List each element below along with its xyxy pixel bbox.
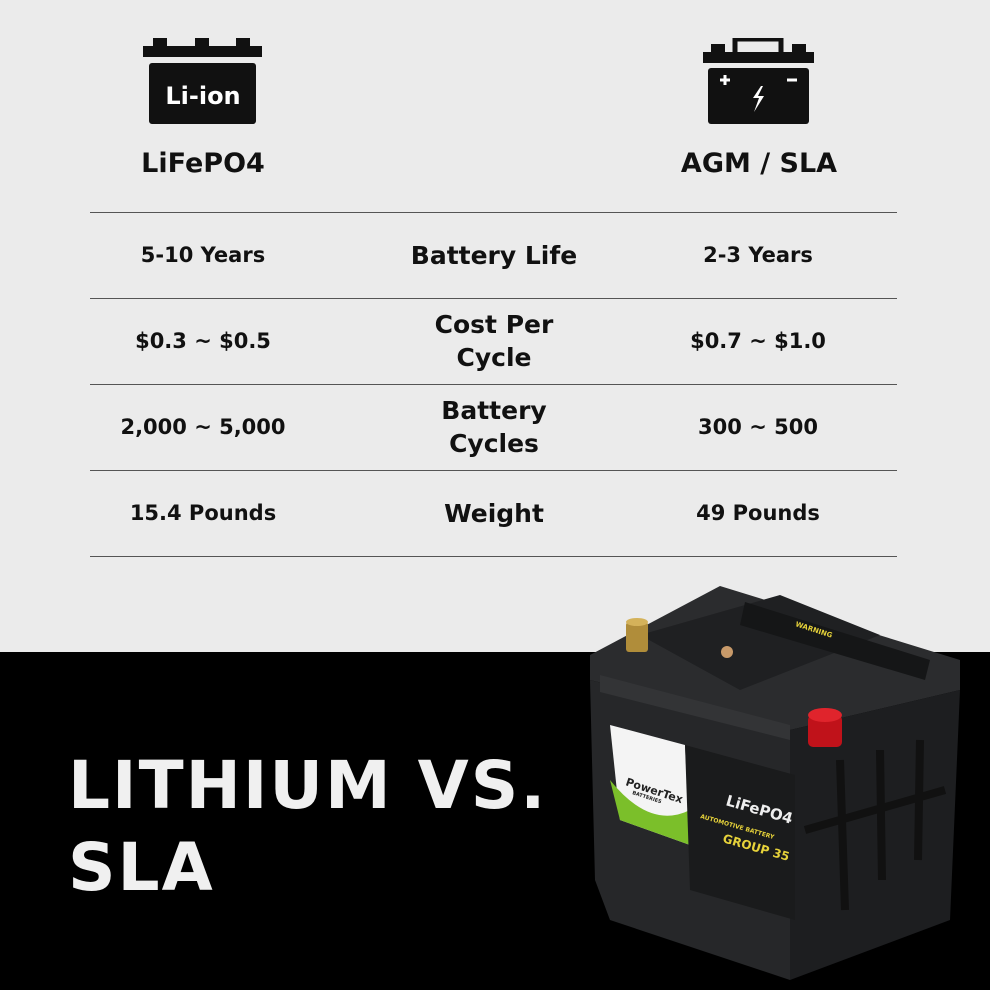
sla-value: $0.7 ~ $1.0 xyxy=(690,329,826,353)
battery-product-image: PowerTex BATTERIES LiFePO4 AUTOMOTIVE BA… xyxy=(590,586,960,980)
divider xyxy=(90,384,897,385)
row-label: Battery Life xyxy=(410,240,578,270)
divider xyxy=(90,556,897,557)
lifepo4-value: 5-10 Years xyxy=(140,243,266,267)
page-title: LITHIUM VS. SLA xyxy=(68,745,547,909)
row-label: Battery Cycles xyxy=(441,396,547,458)
divider xyxy=(90,212,897,213)
agm-sla-header: AGM / SLA xyxy=(680,148,838,179)
lifepo4-value: 15.4 Pounds xyxy=(129,501,277,525)
lifepo4-value: $0.3 ~ $0.5 xyxy=(135,329,271,353)
row-label: Cost Per Cycle xyxy=(434,310,554,372)
row-label: Weight xyxy=(444,498,544,528)
divider xyxy=(90,298,897,299)
lead-acid-battery-icon xyxy=(703,38,814,124)
title-line-1: LITHIUM VS. xyxy=(68,747,548,824)
lifepo4-header: LiFePO4 xyxy=(141,148,265,179)
lifepo4-value: 2,000 ~ 5,000 xyxy=(120,415,286,439)
sla-value: 2-3 Years xyxy=(703,243,813,267)
title-line-2: SLA xyxy=(68,829,215,906)
sla-value: 300 ~ 500 xyxy=(698,415,818,439)
li-ion-battery-icon: Li-ion xyxy=(143,38,262,124)
divider xyxy=(90,470,897,471)
sla-value: 49 Pounds xyxy=(696,501,820,525)
li-ion-icon-text: Li-ion xyxy=(165,82,240,110)
